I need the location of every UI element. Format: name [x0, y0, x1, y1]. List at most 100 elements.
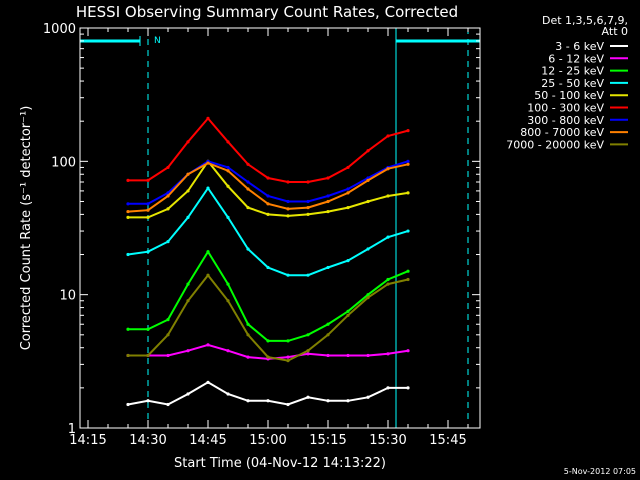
data-point [306, 205, 310, 210]
data-point [126, 178, 130, 182]
data-point [146, 250, 150, 254]
data-point [166, 240, 170, 244]
y-tick-label: 1000 [43, 22, 76, 37]
data-point [186, 299, 190, 303]
data-point [146, 208, 150, 212]
data-point [366, 296, 370, 300]
data-point [146, 399, 150, 403]
data-point [206, 343, 210, 347]
data-point [226, 140, 230, 144]
data-point [226, 184, 230, 188]
legend-entry-label: 50 - 100 keV [534, 89, 604, 102]
data-point [266, 265, 270, 270]
legend-entry-label: 12 - 25 keV [541, 65, 604, 78]
data-point [326, 199, 330, 204]
data-point [126, 353, 130, 358]
data-point [246, 333, 250, 337]
data-point [306, 349, 310, 353]
data-point [386, 194, 390, 198]
data-point [266, 176, 270, 180]
data-point [326, 333, 330, 337]
data-point [346, 399, 350, 403]
y-tick-label: 1 [68, 422, 76, 437]
data-point [126, 209, 130, 214]
data-point [366, 149, 370, 153]
data-point [266, 194, 270, 198]
x-tick-label: 14:45 [189, 433, 226, 448]
data-point [406, 159, 410, 163]
data-point [146, 327, 150, 331]
data-point [186, 215, 190, 219]
x-tick-label: 15:15 [309, 433, 346, 448]
data-point [306, 352, 310, 356]
data-point [226, 169, 230, 173]
data-point [306, 180, 310, 184]
data-point [346, 205, 350, 210]
data-point [186, 392, 190, 396]
x-tick-label: 15:30 [369, 433, 406, 448]
data-point [406, 162, 410, 166]
data-point [286, 180, 290, 184]
series-line-50-100-kev [128, 159, 409, 219]
data-point [266, 202, 270, 206]
data-point [406, 349, 410, 353]
data-point [346, 309, 350, 313]
data-point [246, 247, 250, 251]
data-point [146, 353, 150, 358]
data-point [126, 327, 130, 331]
data-point [206, 273, 210, 277]
data-point [246, 322, 250, 326]
data-point [286, 199, 290, 204]
data-point [286, 402, 290, 407]
data-point [286, 214, 290, 218]
x-tick-label: 14:15 [69, 433, 106, 448]
data-point [366, 178, 370, 182]
data-point [246, 180, 250, 184]
legend-entry-label: 300 - 800 keV [527, 114, 604, 127]
data-point [306, 212, 310, 216]
data-point [266, 339, 270, 343]
data-point [406, 191, 410, 195]
data-point [146, 178, 150, 182]
data-point [126, 252, 130, 257]
legend-entry-label: 25 - 50 keV [541, 77, 604, 90]
data-point [166, 333, 170, 337]
legend-header: Det 1,3,5,6,7,9, [542, 14, 628, 27]
data-point [286, 359, 290, 363]
data-point [366, 353, 370, 358]
data-point [326, 194, 330, 198]
data-point [286, 207, 290, 211]
x-tick-label: 15:45 [429, 433, 466, 448]
data-point [226, 299, 230, 303]
data-point [146, 202, 150, 206]
data-point [126, 202, 130, 206]
x-tick-label: 15:00 [249, 433, 286, 448]
data-point [186, 140, 190, 144]
data-point [206, 380, 210, 384]
data-point [346, 165, 350, 170]
data-point [326, 399, 330, 403]
data-point [286, 273, 290, 277]
series-line-12-25-kev [128, 249, 409, 342]
data-point [406, 129, 410, 133]
data-point [306, 333, 310, 337]
legend-header: Att 0 [602, 25, 628, 38]
data-point [126, 215, 130, 219]
data-point [266, 355, 270, 359]
data-point [346, 313, 350, 317]
data-point [366, 199, 370, 204]
data-point [206, 161, 210, 165]
x-axis-label: Start Time (04-Nov-12 14:13:22) [174, 456, 386, 471]
y-axis-label: Corrected Count Rate (s⁻¹ detector⁻¹) [19, 106, 34, 351]
data-point [206, 186, 210, 190]
data-point [326, 265, 330, 270]
legend-entry-label: 3 - 6 keV [555, 40, 604, 53]
data-point [186, 282, 190, 286]
data-point [386, 235, 390, 239]
y-tick-label: 10 [59, 289, 76, 304]
chart-title: HESSI Observing Summary Count Rates, Cor… [76, 3, 458, 21]
data-point [326, 176, 330, 180]
data-point [226, 165, 230, 170]
x-tick-label: 14:30 [129, 433, 166, 448]
